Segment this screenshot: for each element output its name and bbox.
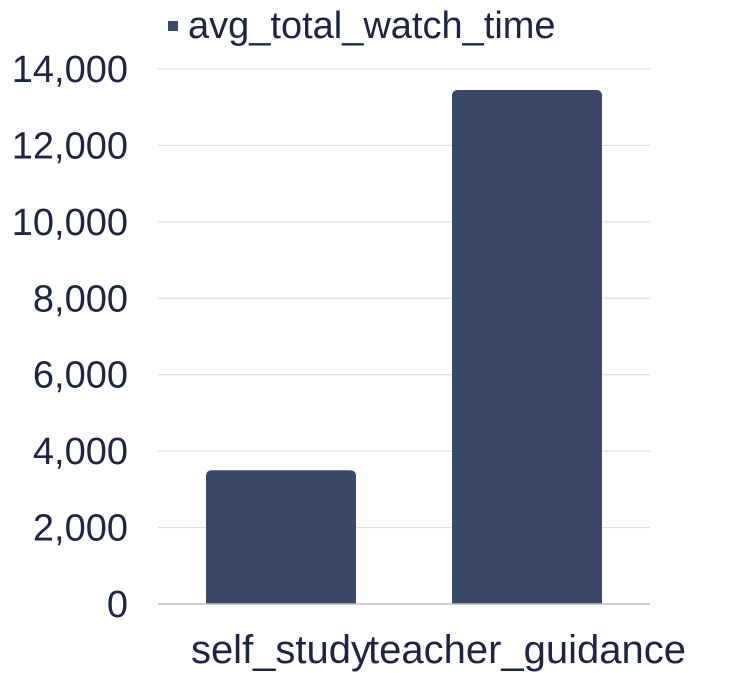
bar-self-study (206, 470, 356, 604)
y-tick-label: 14,000 (12, 49, 128, 91)
y-tick-label: 6,000 (33, 355, 128, 397)
y-tick-label: 12,000 (12, 125, 128, 167)
legend-label: avg_total_watch_time (188, 5, 556, 47)
y-tick-label: 2,000 (33, 508, 128, 550)
y-tick-label: 10,000 (12, 202, 128, 244)
y-tick-label: 8,000 (33, 278, 128, 320)
x-category-label: self_study (191, 628, 371, 672)
x-category-label: teacher_guidance (368, 628, 686, 672)
bars (206, 90, 602, 604)
bar-teacher-guidance (452, 90, 602, 604)
legend: avg_total_watch_time (168, 5, 556, 47)
gridlines (158, 68, 650, 529)
y-axis-ticks: 0 2,000 4,000 6,000 8,000 10,000 12,000 14,000 (12, 49, 128, 626)
y-tick-label: 4,000 (33, 431, 128, 473)
legend-swatch (168, 21, 178, 31)
y-tick-label: 0 (107, 584, 128, 626)
